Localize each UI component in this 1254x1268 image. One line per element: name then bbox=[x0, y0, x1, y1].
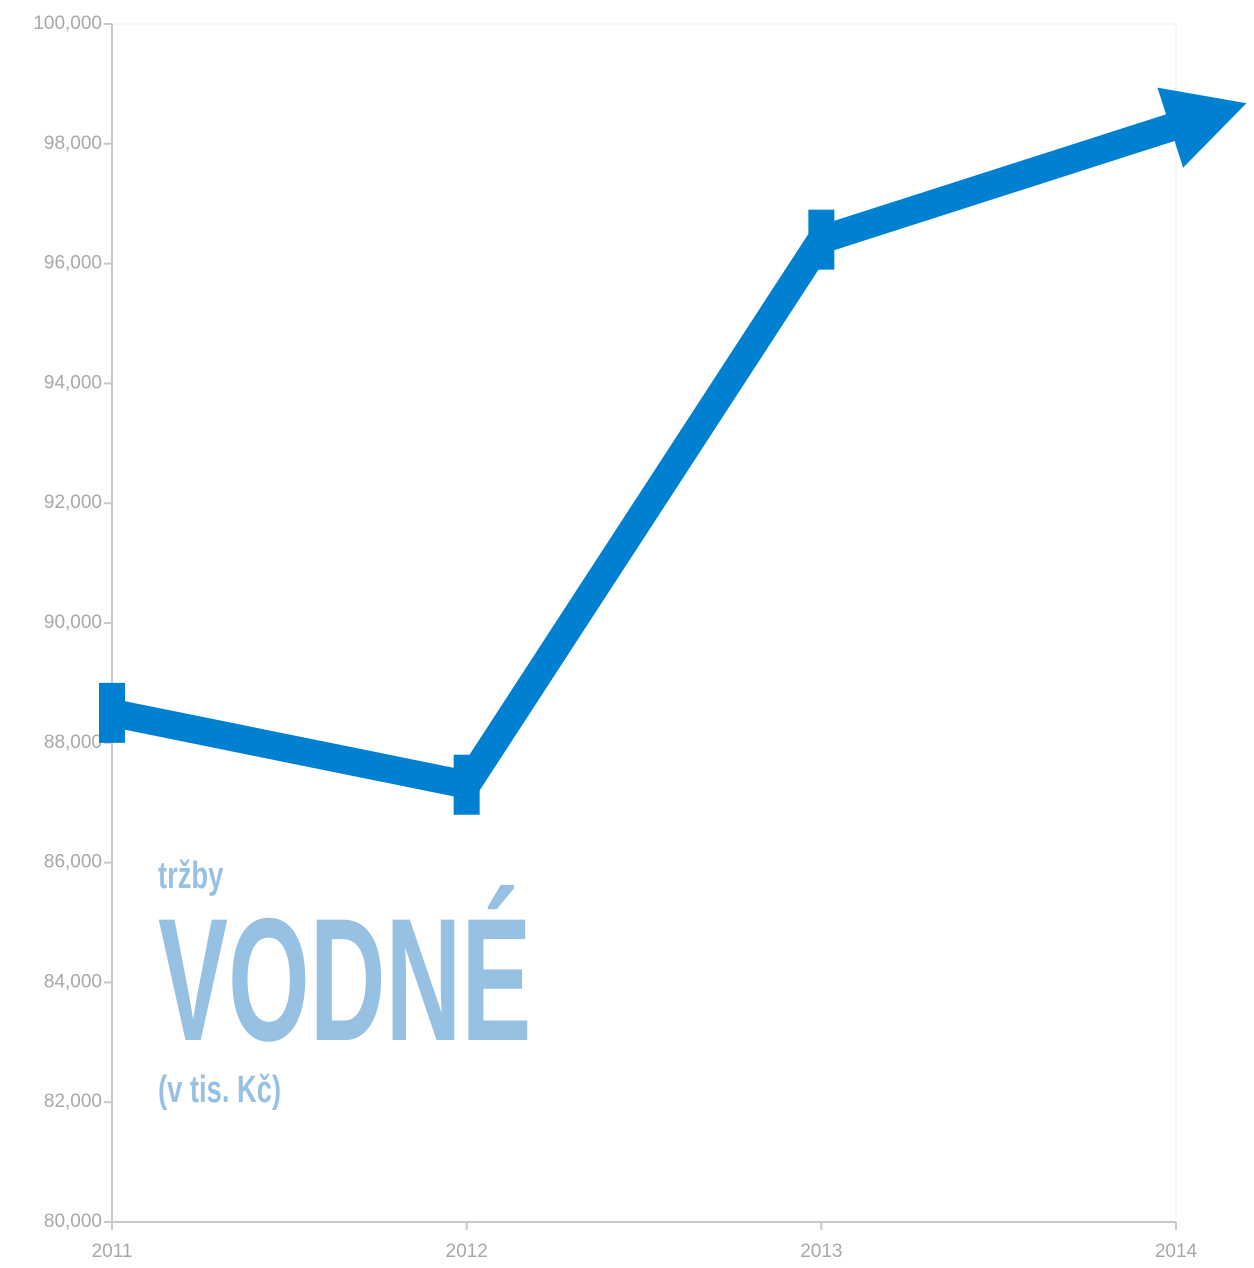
x-tick-label: 2014 bbox=[1155, 1241, 1198, 1262]
y-tick-label: 80,000 bbox=[44, 1211, 102, 1232]
annotation: tržby bbox=[158, 855, 224, 897]
y-tick-label: 90,000 bbox=[44, 612, 102, 633]
x-tick-label: 2012 bbox=[446, 1241, 488, 1262]
marker bbox=[99, 682, 125, 743]
y-tick-label: 98,000 bbox=[44, 133, 102, 154]
arrowhead bbox=[1157, 87, 1247, 168]
line bbox=[109, 112, 1181, 801]
y-tick-label: 96,000 bbox=[44, 253, 102, 274]
y-tick-label: 94,000 bbox=[44, 372, 102, 393]
y-tick-label: 84,000 bbox=[44, 971, 102, 992]
marker bbox=[453, 754, 480, 815]
y-tick-label: 86,000 bbox=[44, 852, 102, 873]
x-tick-label: 2013 bbox=[800, 1241, 842, 1262]
annotation-block: tržby VODNÉ (v tis. Kč) bbox=[158, 855, 531, 1111]
marker bbox=[808, 209, 835, 270]
annotation: VODNÉ bbox=[158, 881, 531, 1077]
y-tick-label: 82,000 bbox=[44, 1091, 102, 1112]
y-tick-label: 92,000 bbox=[44, 492, 102, 513]
annotation: (v tis. Kč) bbox=[158, 1069, 281, 1111]
x-tick-label: 2011 bbox=[92, 1241, 133, 1262]
y-tick-label: 100,000 bbox=[33, 13, 102, 34]
y-tick-label: 88,000 bbox=[44, 732, 102, 753]
